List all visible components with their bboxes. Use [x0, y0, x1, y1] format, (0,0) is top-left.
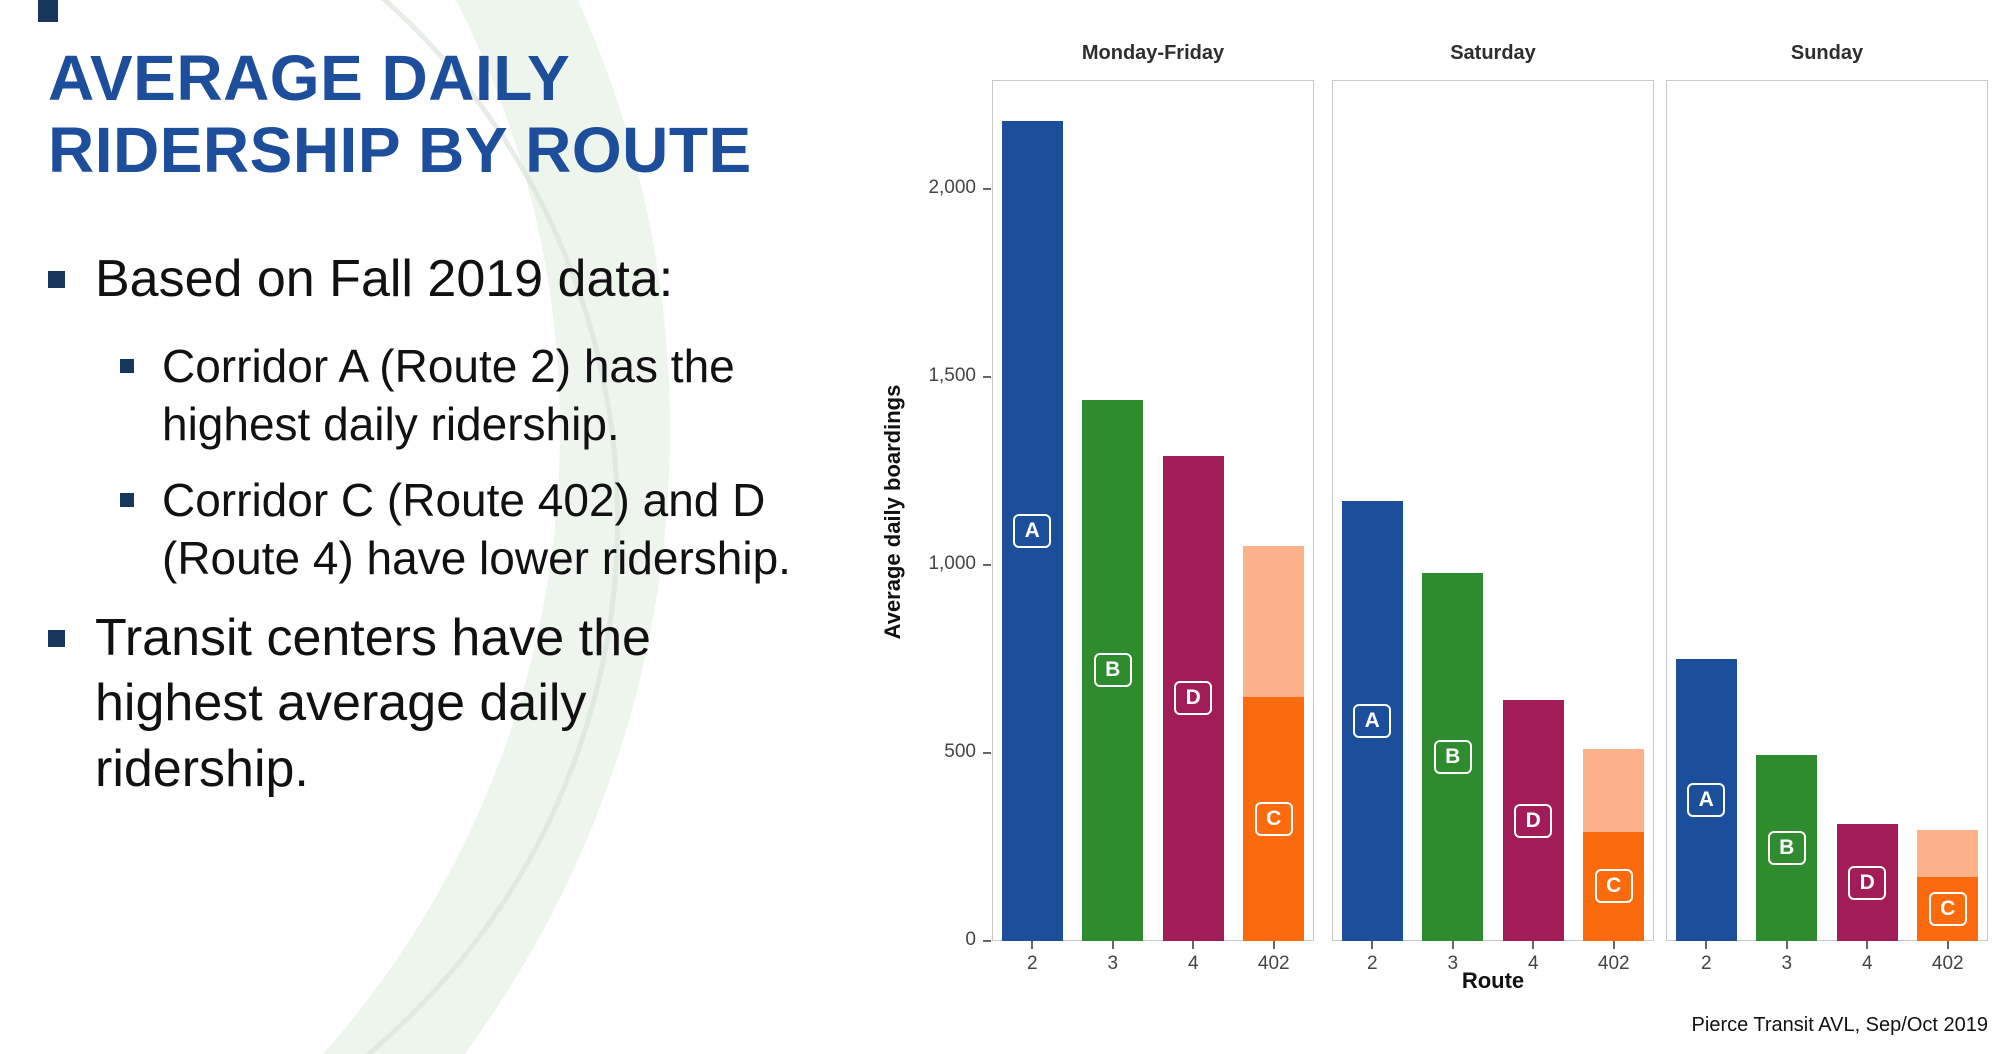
x-tick-mark — [1785, 941, 1788, 949]
x-tick-label: 4 — [1527, 953, 1539, 974]
bar — [1756, 754, 1817, 941]
bar-segment-solid — [1917, 877, 1978, 941]
y-tick-label: 2,000 — [928, 177, 976, 199]
y-tick-mark — [983, 752, 991, 754]
y-tick-label: 500 — [944, 741, 976, 762]
facet-title: Sunday — [1790, 42, 1864, 64]
bullet-square-icon — [48, 629, 65, 647]
slide-title-line1: AVERAGE DAILY — [48, 42, 571, 114]
x-tick-mark — [1111, 941, 1114, 949]
facet-title: Saturday — [1450, 42, 1536, 64]
y-tick-label: 0 — [965, 929, 976, 950]
bar-corridor-label: C — [1928, 892, 1967, 927]
x-tick-label: 402 — [1257, 953, 1290, 974]
sub-bullet-item: Corridor A (Route 2) has the highest dai… — [120, 338, 878, 454]
bar — [1002, 121, 1063, 941]
bullet-item: Based on Fall 2019 data: — [48, 247, 878, 313]
bar-corridor-label: D — [1848, 865, 1887, 900]
source-citation: Pierce Transit AVL, Sep/Oct 2019 — [1691, 1014, 1988, 1036]
bar-corridor-label: C — [1254, 801, 1293, 836]
x-tick-mark — [1612, 941, 1615, 949]
bar-corridor-label: A — [1687, 783, 1726, 817]
bar — [1676, 659, 1737, 941]
x-axis-title: Route — [1461, 968, 1525, 993]
x-tick-label: 2 — [1366, 953, 1378, 974]
bar — [1163, 455, 1224, 941]
bullet-item: Transit centers have the highest average… — [48, 606, 878, 803]
bar-corridor-label: D — [1174, 681, 1213, 716]
y-tick-label: 1,000 — [928, 553, 976, 575]
y-tick-mark — [983, 940, 991, 942]
bar-corridor-label: D — [1514, 803, 1553, 838]
x-tick-mark — [1031, 941, 1034, 949]
corner-accent — [38, 0, 58, 22]
bar — [1503, 700, 1564, 941]
bar-segment-light — [1583, 749, 1644, 832]
bar-corridor-label: C — [1594, 869, 1633, 904]
x-tick-mark — [1705, 941, 1708, 949]
x-tick-label: 4 — [1861, 953, 1873, 974]
x-tick-label: 402 — [1597, 953, 1630, 974]
sub-bullet-text: Corridor C (Route 402) and D (Route 4) h… — [162, 474, 791, 584]
bullet-square-icon — [48, 270, 65, 288]
bar-corridor-label: A — [1013, 514, 1052, 549]
x-tick-label: 2 — [1700, 953, 1712, 974]
x-tick-label: 3 — [1447, 953, 1459, 974]
bullet-text: Based on Fall 2019 data: — [95, 249, 674, 308]
bar-segment-light — [1243, 546, 1304, 697]
bullet-text: Transit centers have the highest average… — [95, 608, 651, 798]
x-tick-label: 4 — [1187, 953, 1199, 974]
x-tick-mark — [1451, 941, 1454, 949]
x-tick-label: 3 — [1107, 953, 1119, 974]
slide-title-line2: RIDERSHIP BY ROUTE — [48, 114, 752, 187]
bullet-square-icon — [120, 493, 134, 508]
slide-title: AVERAGE DAILY RIDERSHIP BY ROUTE — [48, 42, 878, 187]
bar-corridor-label: B — [1433, 739, 1472, 774]
x-tick-label: 2 — [1026, 953, 1038, 974]
bar-corridor-label: A — [1353, 704, 1392, 739]
bar — [1342, 501, 1403, 941]
sub-bullet-text: Corridor A (Route 2) has the highest dai… — [162, 340, 735, 451]
bar — [1082, 399, 1143, 941]
bar-segment-light — [1917, 830, 1978, 878]
x-tick-label: 3 — [1781, 953, 1793, 974]
bar — [1837, 824, 1898, 941]
bar-corridor-label: B — [1093, 653, 1132, 688]
bar-segment-solid — [1583, 831, 1644, 941]
facet-title: Monday-Friday — [1081, 42, 1225, 64]
x-tick-mark — [1532, 941, 1535, 949]
y-tick-mark — [983, 188, 991, 191]
y-tick-mark — [983, 376, 991, 379]
text-column: AVERAGE DAILY RIDERSHIP BY ROUTE Based on… — [48, 42, 878, 829]
x-tick-mark — [1371, 941, 1374, 949]
x-tick-mark — [1272, 941, 1275, 949]
y-tick-label: 1,500 — [928, 365, 976, 387]
x-tick-label: 402 — [1931, 953, 1964, 974]
sub-bullet-item: Corridor C (Route 402) and D (Route 4) h… — [120, 472, 878, 588]
bar-segment-solid — [1243, 696, 1304, 941]
x-tick-mark — [1946, 941, 1949, 949]
y-axis-title: Average daily boardings — [880, 384, 905, 640]
bullet-square-icon — [120, 359, 134, 374]
x-tick-mark — [1866, 941, 1869, 949]
x-tick-mark — [1192, 941, 1195, 949]
y-tick-mark — [983, 564, 991, 567]
bar — [1422, 572, 1483, 941]
bar-corridor-label: B — [1767, 830, 1806, 865]
